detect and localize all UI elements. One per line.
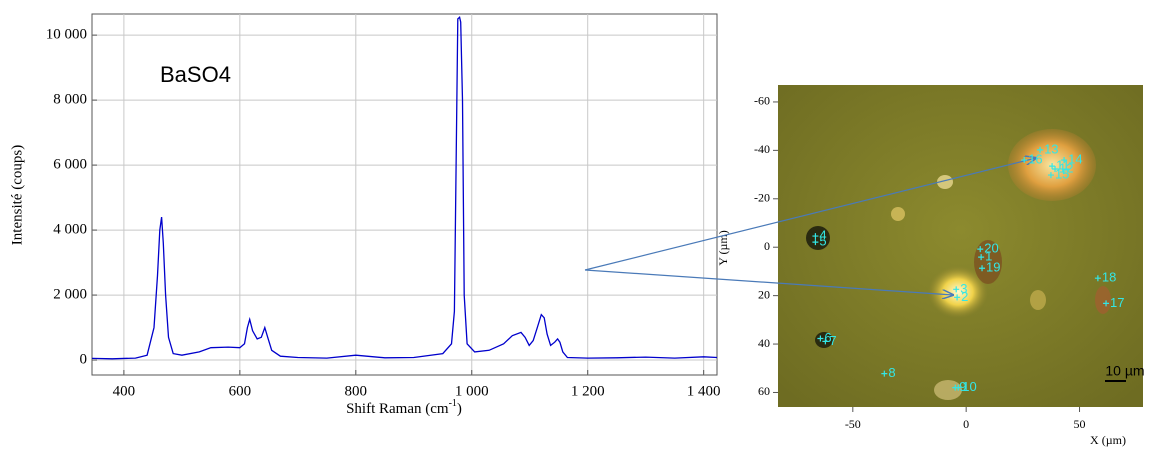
y-axis-label: Y (µm) [716, 230, 730, 265]
point-marker [1052, 166, 1059, 173]
y-tick-label: -40 [754, 142, 770, 156]
point-marker [812, 239, 819, 246]
point-label: 20 [984, 241, 998, 256]
point-label: 15 [1055, 167, 1069, 182]
x-tick-label: 400 [113, 383, 136, 399]
point-marker [1094, 275, 1101, 282]
y-tick-label: 6 000 [53, 157, 87, 173]
particle [928, 266, 988, 318]
y-tick-label: 0 [80, 351, 88, 367]
x-tick-label: 600 [229, 383, 252, 399]
x-tick-label: 800 [345, 383, 368, 399]
point-label: 5 [819, 234, 826, 249]
point-label: 6 [824, 330, 831, 345]
point-marker [881, 370, 888, 377]
plot-frame [91, 13, 718, 376]
point-label: 2 [961, 289, 968, 304]
y-tick-label: 10 000 [46, 27, 87, 43]
point-marker [954, 294, 961, 301]
point-marker [1021, 157, 1028, 164]
image-chart: 10 µm X (µm) Y (µm) -50 0 50 -60 -40 -20 0 20 40… [584, 85, 1145, 447]
particle [937, 175, 953, 189]
point-label: 13 [1044, 141, 1058, 156]
point-label: 7 [829, 333, 836, 348]
point-label: 9 [959, 379, 966, 394]
x-label-text: Shift Raman (cm [346, 401, 449, 417]
x-tick-label: 1 000 [455, 383, 489, 399]
point-label: 16 [1028, 151, 1042, 166]
arrow [584, 269, 953, 295]
y-tick-label: -60 [754, 94, 770, 108]
x-tick-label: 1 400 [687, 383, 721, 399]
point-marker [822, 338, 829, 345]
y-tick-label: 0 [764, 239, 770, 253]
y-tick-label: 4 000 [53, 222, 87, 238]
point-marker [1049, 163, 1056, 170]
point-marker [817, 335, 824, 342]
annotation: BaSO4 [160, 62, 231, 87]
particle [1095, 286, 1111, 314]
point-marker [977, 246, 984, 253]
point-label: 10 [962, 379, 976, 394]
point-label: 17 [1110, 295, 1124, 310]
point-label: 11 [1056, 158, 1070, 173]
point-label: 14 [1068, 151, 1082, 166]
particle [974, 240, 1002, 284]
point-marker [978, 254, 985, 261]
point-label: 1 [985, 249, 992, 264]
point-marker [1037, 146, 1044, 153]
x-label-end: ) [457, 401, 462, 417]
y-tick-label: 20 [758, 287, 770, 301]
x-tick-label: 0 [963, 417, 969, 431]
y-tick-label: 2 000 [53, 287, 87, 303]
x-axis-label: X (µm) [1090, 433, 1126, 447]
x-axis-label: Shift Raman (cm-1) [346, 398, 462, 417]
micrograph [778, 85, 1143, 407]
y-tick-label: 40 [758, 336, 770, 350]
y-tick-label: 60 [758, 384, 770, 398]
particle [815, 332, 833, 348]
particle [891, 207, 905, 221]
x-tick-label: -50 [845, 417, 861, 431]
point-marker [1103, 300, 1110, 307]
point-marker [1061, 157, 1068, 164]
y-axis-label: Intensité (coups) [9, 145, 25, 245]
point-marker [812, 233, 819, 240]
spectrum-chart: BaSO4 Shift Raman (cm-1) Intensité (coup… [9, 13, 721, 417]
arrow [584, 158, 1036, 271]
particle [806, 226, 830, 250]
point-label: 18 [1102, 270, 1116, 285]
point-label: 8 [888, 365, 895, 380]
particle [1030, 290, 1046, 310]
x-label-sup: -1 [449, 398, 457, 409]
point-label: 12 [1059, 160, 1073, 175]
x-tick-label: 1 200 [571, 383, 605, 399]
point-label: 4 [819, 228, 826, 243]
spectrum-line [91, 15, 718, 360]
point-label: 3 [960, 281, 967, 296]
point-marker [979, 265, 986, 272]
x-tick-label: 50 [1074, 417, 1086, 431]
y-tick-label: 8 000 [53, 92, 87, 108]
scale-bar-label: 10 µm [1105, 363, 1144, 379]
point-marker [1047, 172, 1054, 179]
point-marker [953, 286, 960, 293]
point-label: 19 [986, 260, 1000, 275]
y-tick-label: -20 [754, 191, 770, 205]
point-marker [955, 384, 962, 391]
